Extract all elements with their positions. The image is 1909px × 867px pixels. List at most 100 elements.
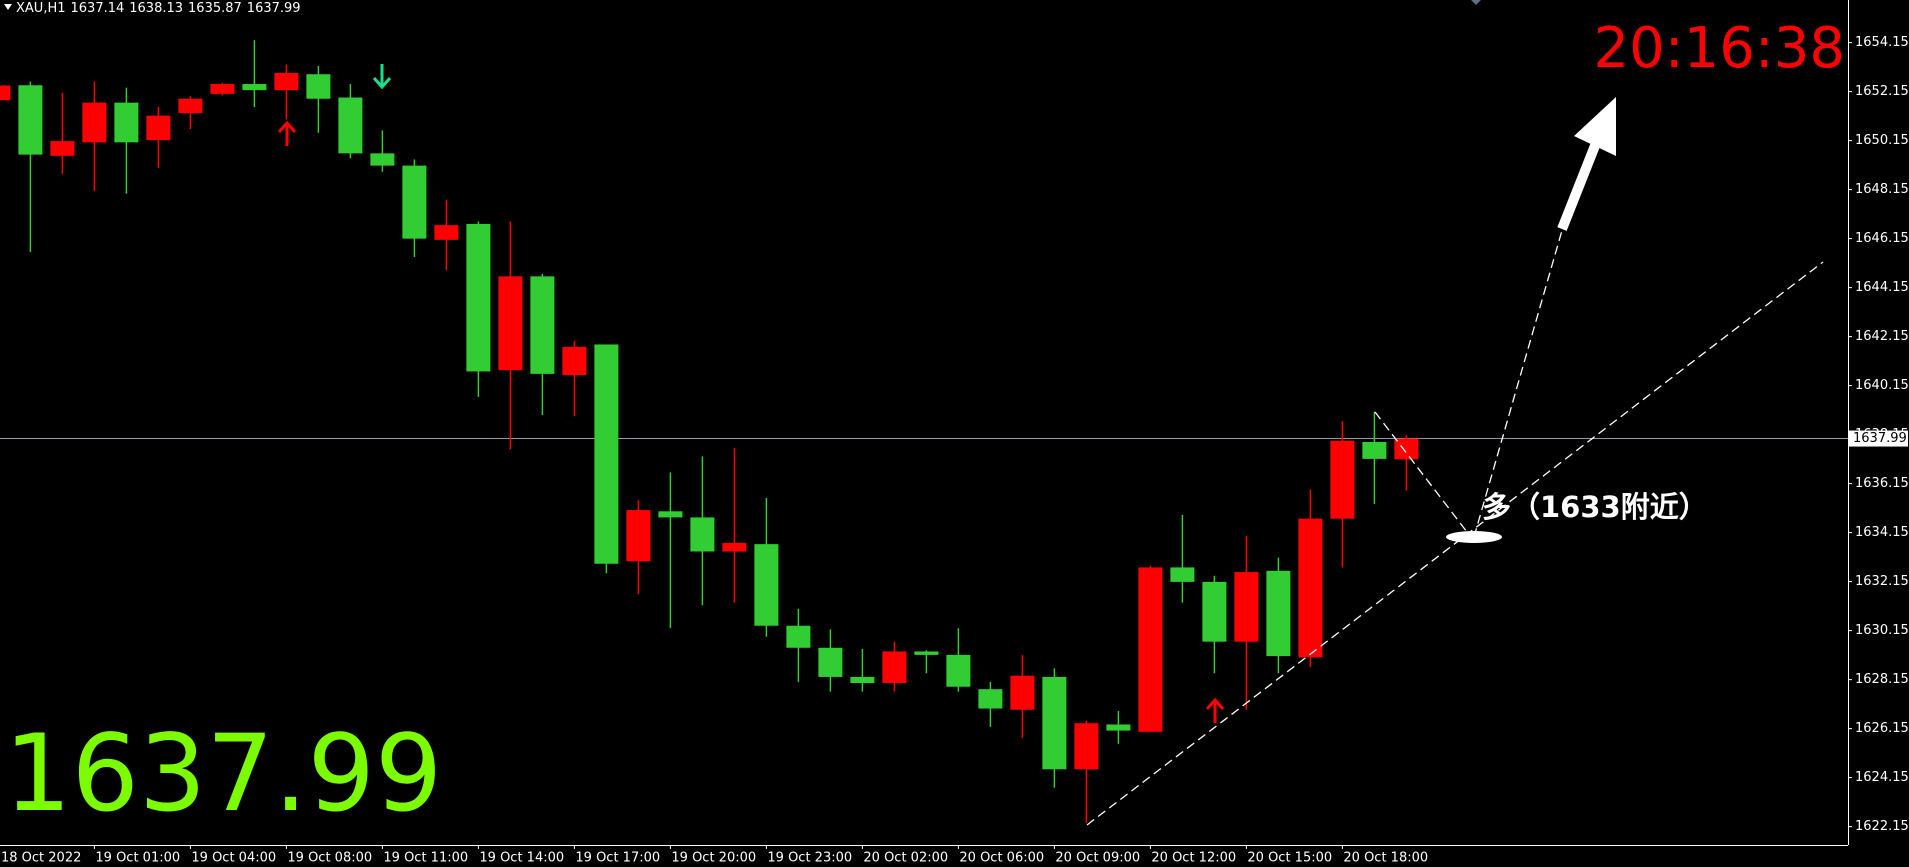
candle-body	[914, 651, 939, 655]
chart-title: XAU,H1 1637.14 1638.13 1635.87 1637.99	[16, 1, 301, 16]
projection-line	[1473, 212, 1568, 538]
candle-body	[1074, 723, 1099, 770]
candle-body	[1330, 440, 1355, 519]
y-tick-label: 1654.15	[1855, 35, 1909, 50]
x-tick-label: 20 Oct 09:00	[1055, 851, 1140, 866]
candle-body	[1234, 572, 1259, 642]
x-tick-label: 19 Oct 14:00	[479, 851, 564, 866]
candle-body	[818, 647, 843, 677]
drawings	[1086, 212, 1824, 826]
candle-body	[690, 517, 715, 552]
arrow-head	[1574, 97, 1616, 156]
candle-body	[82, 102, 107, 143]
candle-body	[1298, 518, 1323, 658]
candle-body	[1266, 570, 1291, 657]
candle-body	[1010, 675, 1035, 710]
candle-body	[786, 625, 811, 648]
candle-body	[178, 98, 203, 114]
x-tick-label: 19 Oct 11:00	[383, 851, 468, 866]
menu-triangle[interactable]	[4, 4, 12, 10]
signal-up	[277, 120, 297, 146]
candle-body	[306, 74, 331, 99]
shift-marker	[1471, 0, 1481, 5]
symbol: XAU,H1	[16, 1, 66, 16]
clock: 20:16:38	[1593, 16, 1845, 81]
candle-body	[1042, 676, 1067, 770]
y-tick-label: 1636.15	[1855, 476, 1909, 491]
candle-body	[1138, 567, 1163, 732]
candle-body	[850, 676, 875, 684]
x-tick-label: 20 Oct 12:00	[1151, 851, 1236, 866]
y-tick-label: 1632.15	[1855, 574, 1909, 589]
candle-body	[498, 276, 523, 371]
candle-body	[530, 276, 555, 374]
x-tick-label: 20 Oct 18:00	[1343, 851, 1428, 866]
candle-body	[0, 85, 11, 101]
candle-body	[722, 542, 747, 552]
y-tick-label: 1622.15	[1855, 819, 1909, 834]
target-ellipse	[1446, 531, 1502, 543]
title-high: 1638.13	[129, 1, 183, 16]
candle-body	[978, 689, 1003, 709]
signal-up	[1205, 697, 1225, 723]
y-tick-label: 1634.15	[1855, 525, 1909, 540]
y-tick-label: 1646.15	[1855, 231, 1909, 246]
price-box	[1849, 430, 1908, 447]
candle-body	[338, 97, 363, 154]
y-tick-label: 1644.15	[1855, 280, 1909, 295]
big-price: 1637.99	[4, 712, 442, 835]
candle-body	[18, 85, 43, 155]
x-tick-label: 19 Oct 04:00	[191, 851, 276, 866]
y-tick-label: 1642.15	[1855, 329, 1909, 344]
plot-area	[0, 40, 1848, 823]
candle-body	[242, 84, 267, 91]
x-tick-label: 19 Oct 17:00	[575, 851, 660, 866]
x-tick-label: 19 Oct 08:00	[287, 851, 372, 866]
x-tick-label: 18 Oct 2022	[1, 851, 81, 866]
title-open: 1637.14	[71, 1, 125, 16]
title-close: 1637.99	[247, 1, 301, 16]
candle-body	[114, 102, 139, 143]
y-tick-label: 1628.15	[1855, 672, 1909, 687]
candle-body	[274, 73, 299, 91]
candle-body	[50, 141, 75, 156]
x-tick-label: 20 Oct 15:00	[1247, 851, 1332, 866]
x-tick-label: 19 Oct 01:00	[95, 851, 180, 866]
pullback-line	[1374, 411, 1468, 533]
candle-body	[1202, 581, 1227, 642]
candle-body	[146, 115, 171, 141]
candle-body	[434, 225, 459, 240]
candle-body	[754, 544, 779, 626]
x-tick-label: 20 Oct 02:00	[863, 851, 948, 866]
price-box-label: 1637.99	[1853, 431, 1907, 446]
candle-body	[1170, 567, 1195, 582]
candle-body	[402, 165, 427, 239]
trend-line	[1086, 261, 1824, 826]
candle-body	[370, 153, 395, 166]
y-tick-label: 1650.15	[1855, 133, 1909, 148]
y-tick-label: 1630.15	[1855, 623, 1909, 638]
candle-body	[1362, 441, 1387, 459]
candle-body	[210, 84, 235, 94]
candle-body	[658, 511, 683, 518]
y-tick-label: 1652.15	[1855, 84, 1909, 99]
y-tick-label: 1640.15	[1855, 378, 1909, 393]
candle-body	[946, 654, 971, 687]
y-tick-label: 1626.15	[1855, 721, 1909, 736]
annotation: 多（1633附近）	[1482, 490, 1708, 524]
candle-body	[594, 344, 619, 564]
x-tick-label: 19 Oct 23:00	[767, 851, 852, 866]
candle-body	[1106, 724, 1131, 731]
y-tick-label: 1648.15	[1855, 182, 1909, 197]
arrow-shaft	[1557, 131, 1605, 231]
candle-body	[466, 223, 491, 372]
candle-body	[882, 651, 907, 684]
candle-body	[562, 346, 587, 376]
x-tick-label: 20 Oct 06:00	[959, 851, 1044, 866]
title-low: 1635.87	[188, 1, 242, 16]
candle-body	[626, 510, 651, 562]
x-tick-label: 19 Oct 20:00	[671, 851, 756, 866]
candle-body	[1394, 438, 1419, 460]
